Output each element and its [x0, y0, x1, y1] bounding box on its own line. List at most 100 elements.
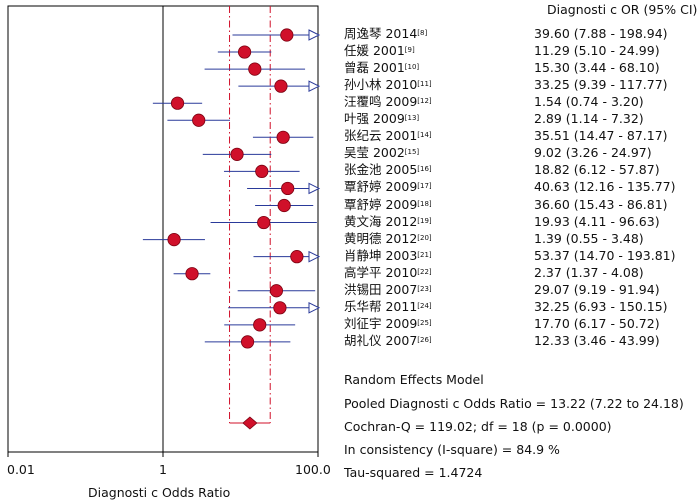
study-label: 汪覆鸣 2009[12]	[344, 95, 432, 109]
study-ref: [21]	[417, 250, 432, 259]
study-ci-text: 19.93 (4.11 - 96.63)	[534, 213, 660, 229]
study-ci-text: 9.02 (3.26 - 24.97)	[534, 145, 652, 161]
study-ci-text: 1.54 (0.74 - 3.20)	[534, 94, 644, 110]
study-label: 孙小林 2010[11]	[344, 78, 432, 92]
study-marker	[257, 215, 271, 230]
model-label: Random Effects Model	[344, 372, 484, 387]
study-marker	[170, 96, 185, 110]
ci-arrow	[308, 80, 321, 92]
study-marker	[253, 318, 267, 332]
study-author: 覃舒婷 2009	[344, 196, 418, 212]
study-marker	[167, 233, 181, 247]
x-tick-label: 1	[159, 462, 167, 477]
study-label: 黄文海 2012[19]	[344, 213, 432, 229]
study-label: 叶强 2009[13]	[344, 112, 419, 126]
study-ref: [15]	[404, 148, 420, 157]
cochran-q-text: Cochran-Q = 119.02; df = 18 (p = 0.0000)	[344, 419, 612, 434]
study-label: 黄明德 2012[20]	[344, 230, 432, 246]
study-ci-text: 29.07 (9.19 - 91.94)	[534, 281, 660, 297]
study-author: 周逸琴 2014	[344, 26, 418, 41]
study-author: 叶强 2009	[344, 111, 405, 127]
study-author: 汪覆鸣 2009	[344, 94, 418, 110]
study-author: 覃舒婷 2009	[344, 179, 418, 195]
study-ci-text: 33.25 (9.39 - 117.77)	[534, 77, 668, 93]
study-ref: [25]	[417, 318, 432, 327]
study-author: 黄文海 2012	[344, 213, 418, 229]
study-author: 张纪云 2001	[344, 128, 418, 144]
study-ci-text: 36.60 (15.43 - 86.81)	[534, 196, 668, 212]
study-ci-text: 12.33 (3.46 - 43.99)	[534, 332, 660, 348]
study-ref: [26]	[417, 335, 432, 344]
study-marker	[192, 113, 206, 127]
study-ref: [22]	[417, 267, 432, 276]
study-label: 胡礼仪 2007[26]	[344, 333, 432, 348]
ci-arrow	[308, 250, 321, 263]
study-ref: [19]	[417, 216, 432, 225]
study-ci-text: 2.89 (1.14 - 7.32)	[534, 111, 644, 127]
study-ci-text: 39.60 (7.88 - 198.94)	[534, 26, 668, 41]
x-axis-label: Diagnosti c Odds Ratio	[88, 485, 231, 500]
study-author: 张金池 2005	[344, 162, 418, 178]
study-ci-text: 11.29 (5.10 - 24.99)	[534, 43, 660, 59]
study-label: 吴莹 2002[15]	[344, 146, 419, 160]
study-label: 张纪云 2001[14]	[344, 129, 432, 143]
study-author: 乐华帮 2011	[344, 298, 418, 314]
study-ci-text: 1.39 (0.55 - 3.48)	[534, 230, 644, 246]
pooled-diamond	[242, 416, 258, 430]
study-ref: [23]	[417, 284, 432, 293]
study-marker	[248, 62, 262, 76]
study-label: 覃舒婷 2009[17]	[344, 180, 432, 194]
study-ci-text: 2.37 (1.37 - 4.08)	[534, 264, 644, 280]
study-marker	[273, 301, 287, 315]
study-ref: [12]	[417, 97, 432, 106]
study-marker	[230, 147, 244, 161]
study-marker	[185, 267, 199, 281]
ci-arrow	[308, 29, 321, 41]
study-ref: [8]	[417, 29, 428, 37]
study-marker	[240, 335, 255, 349]
study-author: 肖静坤 2003	[344, 247, 418, 263]
study-label: 张金池 2005[16]	[344, 163, 432, 177]
study-label: 周逸琴 2014[8]	[344, 27, 427, 41]
column-header: Diagnosti c OR (95% CI)	[547, 2, 698, 17]
study-ref: [13]	[404, 114, 420, 123]
study-author: 黄明德 2012	[344, 230, 418, 246]
study-marker	[269, 284, 284, 298]
study-label: 曾磊 2001[10]	[344, 61, 419, 75]
study-author: 任媛 2001	[344, 43, 405, 59]
ci-arrow	[308, 301, 321, 314]
study-ci-text: 32.25 (6.93 - 150.15)	[534, 298, 668, 314]
inconsistency-text: In consistency (I-square) = 84.9 %	[344, 442, 560, 457]
study-marker	[280, 28, 294, 42]
study-marker	[277, 198, 291, 213]
study-author: 曾磊 2001	[344, 60, 405, 76]
study-ci-text: 35.51 (14.47 - 87.17)	[534, 128, 668, 144]
study-label: 乐华帮 2011[24]	[344, 298, 432, 314]
study-author: 刘征宇 2009	[344, 315, 418, 331]
study-author: 高学平 2010	[344, 264, 418, 280]
study-marker	[274, 79, 288, 93]
study-ref: [11]	[417, 80, 432, 89]
study-ref: [14]	[417, 131, 432, 140]
study-label: 肖静坤 2003[21]	[344, 247, 432, 263]
study-marker	[255, 164, 269, 178]
study-ref: [18]	[417, 199, 432, 208]
study-ref: [10]	[404, 63, 420, 72]
study-label: 高学平 2010[22]	[344, 264, 432, 280]
ci-arrow	[308, 182, 321, 195]
study-marker	[281, 181, 295, 196]
study-author: 孙小林 2010	[344, 77, 418, 93]
study-label: 洪锡田 2007[23]	[344, 281, 432, 297]
study-ref: [20]	[417, 233, 432, 242]
study-ci-text: 53.37 (14.70 - 193.81)	[534, 247, 676, 263]
study-author: 洪锡田 2007	[344, 281, 418, 297]
tau-squared-text: Tau-squared = 1.4724	[344, 465, 483, 480]
study-ref: [17]	[417, 182, 432, 191]
study-label: 刘征宇 2009[25]	[344, 315, 432, 331]
study-ci-text: 40.63 (12.16 - 135.77)	[534, 179, 676, 195]
study-marker	[290, 250, 304, 264]
study-ref: [16]	[417, 165, 432, 174]
study-ci-text: 17.70 (6.17 - 50.72)	[534, 315, 660, 331]
study-author: 吴莹 2002	[344, 145, 405, 161]
